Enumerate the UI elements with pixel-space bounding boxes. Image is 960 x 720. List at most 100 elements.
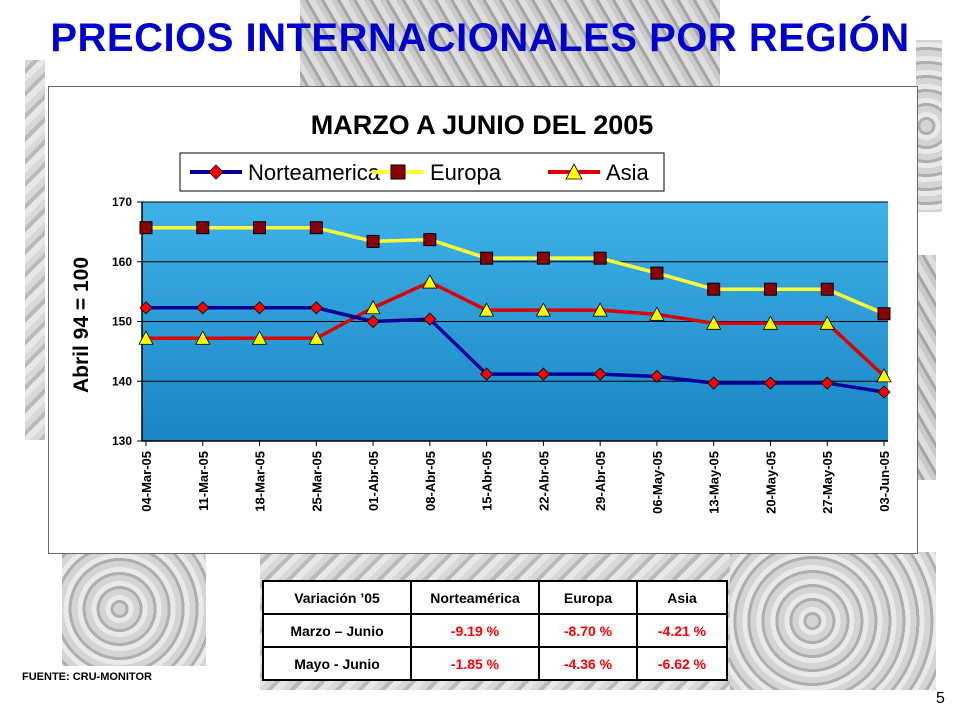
series-europa [139, 221, 891, 321]
data-point [196, 301, 210, 315]
data-point [253, 221, 267, 235]
data-point [565, 163, 583, 180]
data-point [309, 301, 323, 315]
background-texture-bottom-left [62, 552, 206, 666]
data-point [536, 367, 550, 381]
data-point [308, 330, 324, 345]
y-tick-label: 150 [112, 315, 132, 329]
data-point [365, 299, 381, 315]
data-point [208, 164, 224, 180]
legend-item: Europa [372, 160, 502, 185]
x-tick-label: 08-Abr-05 [423, 451, 438, 511]
gridlines [142, 201, 888, 382]
data-point [366, 314, 380, 329]
data-point [649, 306, 665, 321]
legend: Norteamerica Europa Asia [179, 152, 665, 192]
data-point [423, 233, 437, 247]
data-point [535, 302, 552, 317]
data-point [480, 367, 494, 381]
table-header: Norteamérica [410, 580, 540, 615]
data-point [478, 302, 495, 317]
data-point [195, 330, 211, 345]
x-tick-label: 29-Abr-05 [593, 451, 608, 511]
background-texture-top-right [916, 40, 942, 212]
y-tick-label: 130 [112, 434, 132, 448]
data-point [139, 221, 153, 235]
y-tick-label: 170 [112, 195, 132, 209]
background-texture-right [916, 255, 936, 480]
row-label: Mayo - Junio [262, 646, 412, 681]
legend-label: Asia [606, 160, 650, 185]
source-note: FUENTE: CRU-MONITOR [22, 671, 152, 683]
data-point [480, 251, 494, 265]
data-point [763, 282, 777, 296]
page-number: 5 [936, 690, 945, 707]
data-point [536, 251, 550, 265]
data-point [196, 221, 210, 235]
x-tick-label: 20-May-05 [763, 451, 778, 514]
legend-label: Europa [430, 160, 502, 185]
x-tick-label: 25-Mar-05 [309, 451, 324, 512]
y-tick-label: 160 [112, 255, 132, 269]
table-header: Europa [538, 580, 638, 615]
data-point [650, 266, 664, 280]
data-point [877, 385, 891, 399]
x-tick-label: 13-May-05 [707, 451, 722, 514]
table-cell: -8.70 % [538, 613, 638, 648]
x-tick-label: 22-Abr-05 [536, 451, 551, 511]
slide-title: PRECIOS INTERNACIONALES POR REGIÓN [50, 16, 910, 60]
data-point [706, 315, 722, 330]
chart-title: MARZO A JUNIO DEL 2005 [311, 110, 654, 140]
data-point [876, 368, 892, 383]
legend-label: Norteamerica [248, 160, 381, 185]
data-point [592, 302, 608, 317]
background-texture-top [300, 0, 720, 86]
x-tick-label: 11-Mar-05 [196, 451, 211, 511]
table-cell: -9.19 % [410, 613, 540, 648]
table-header-row: Variación ’05 Norteamérica Europa Asia [262, 580, 728, 615]
data-point [423, 312, 437, 326]
data-point [309, 221, 323, 235]
series-line [146, 306, 885, 394]
data-point [819, 315, 835, 330]
data-point [366, 234, 380, 248]
series-line [146, 225, 885, 316]
x-tick-label: 03-Jun-05 [877, 451, 892, 512]
x-tick-label: 01-Abr-05 [366, 451, 381, 511]
table-header: Variación ’05 [262, 580, 412, 615]
data-point [252, 301, 267, 315]
table-row: Marzo – Junio -9.19 % -8.70 % -4.21 % [262, 613, 728, 648]
row-label: Marzo – Junio [262, 613, 412, 648]
x-tick-label: 04-Mar-05 [139, 451, 154, 512]
table-cell: -4.21 % [636, 613, 728, 648]
data-point [762, 315, 779, 330]
background-texture-bottom-right [730, 552, 936, 690]
data-point [251, 330, 268, 345]
data-point [820, 376, 834, 390]
data-point [707, 376, 721, 390]
legend-item: Norteamerica [190, 160, 381, 185]
x-tick-label: 06-May-05 [650, 451, 665, 514]
series-asia [138, 274, 892, 383]
variation-table: Variación ’05 Norteamérica Europa Asia M… [262, 580, 728, 681]
series-line [146, 280, 886, 378]
series-norteamerica [139, 301, 891, 399]
axes: 130 140 150 160 170 04-Mar-05 11-Mar-05 18-Mar-… [112, 195, 892, 514]
table-cell: -1.85 % [410, 646, 540, 681]
legend-item: Asia [548, 160, 650, 185]
table-cell: -4.36 % [538, 646, 638, 681]
data-point [820, 282, 834, 296]
series-group [138, 221, 892, 399]
data-point [422, 274, 438, 289]
background-texture-top-left [25, 60, 45, 440]
table-cell: -6.62 % [636, 646, 728, 681]
data-point [138, 330, 154, 345]
data-point [139, 301, 153, 315]
x-tick-label: 15-Abr-05 [480, 451, 495, 511]
x-tick-label: 18-Mar-05 [253, 451, 268, 512]
data-point [593, 367, 607, 381]
data-point [763, 376, 778, 390]
data-point [593, 251, 607, 265]
table-header: Asia [636, 580, 728, 615]
